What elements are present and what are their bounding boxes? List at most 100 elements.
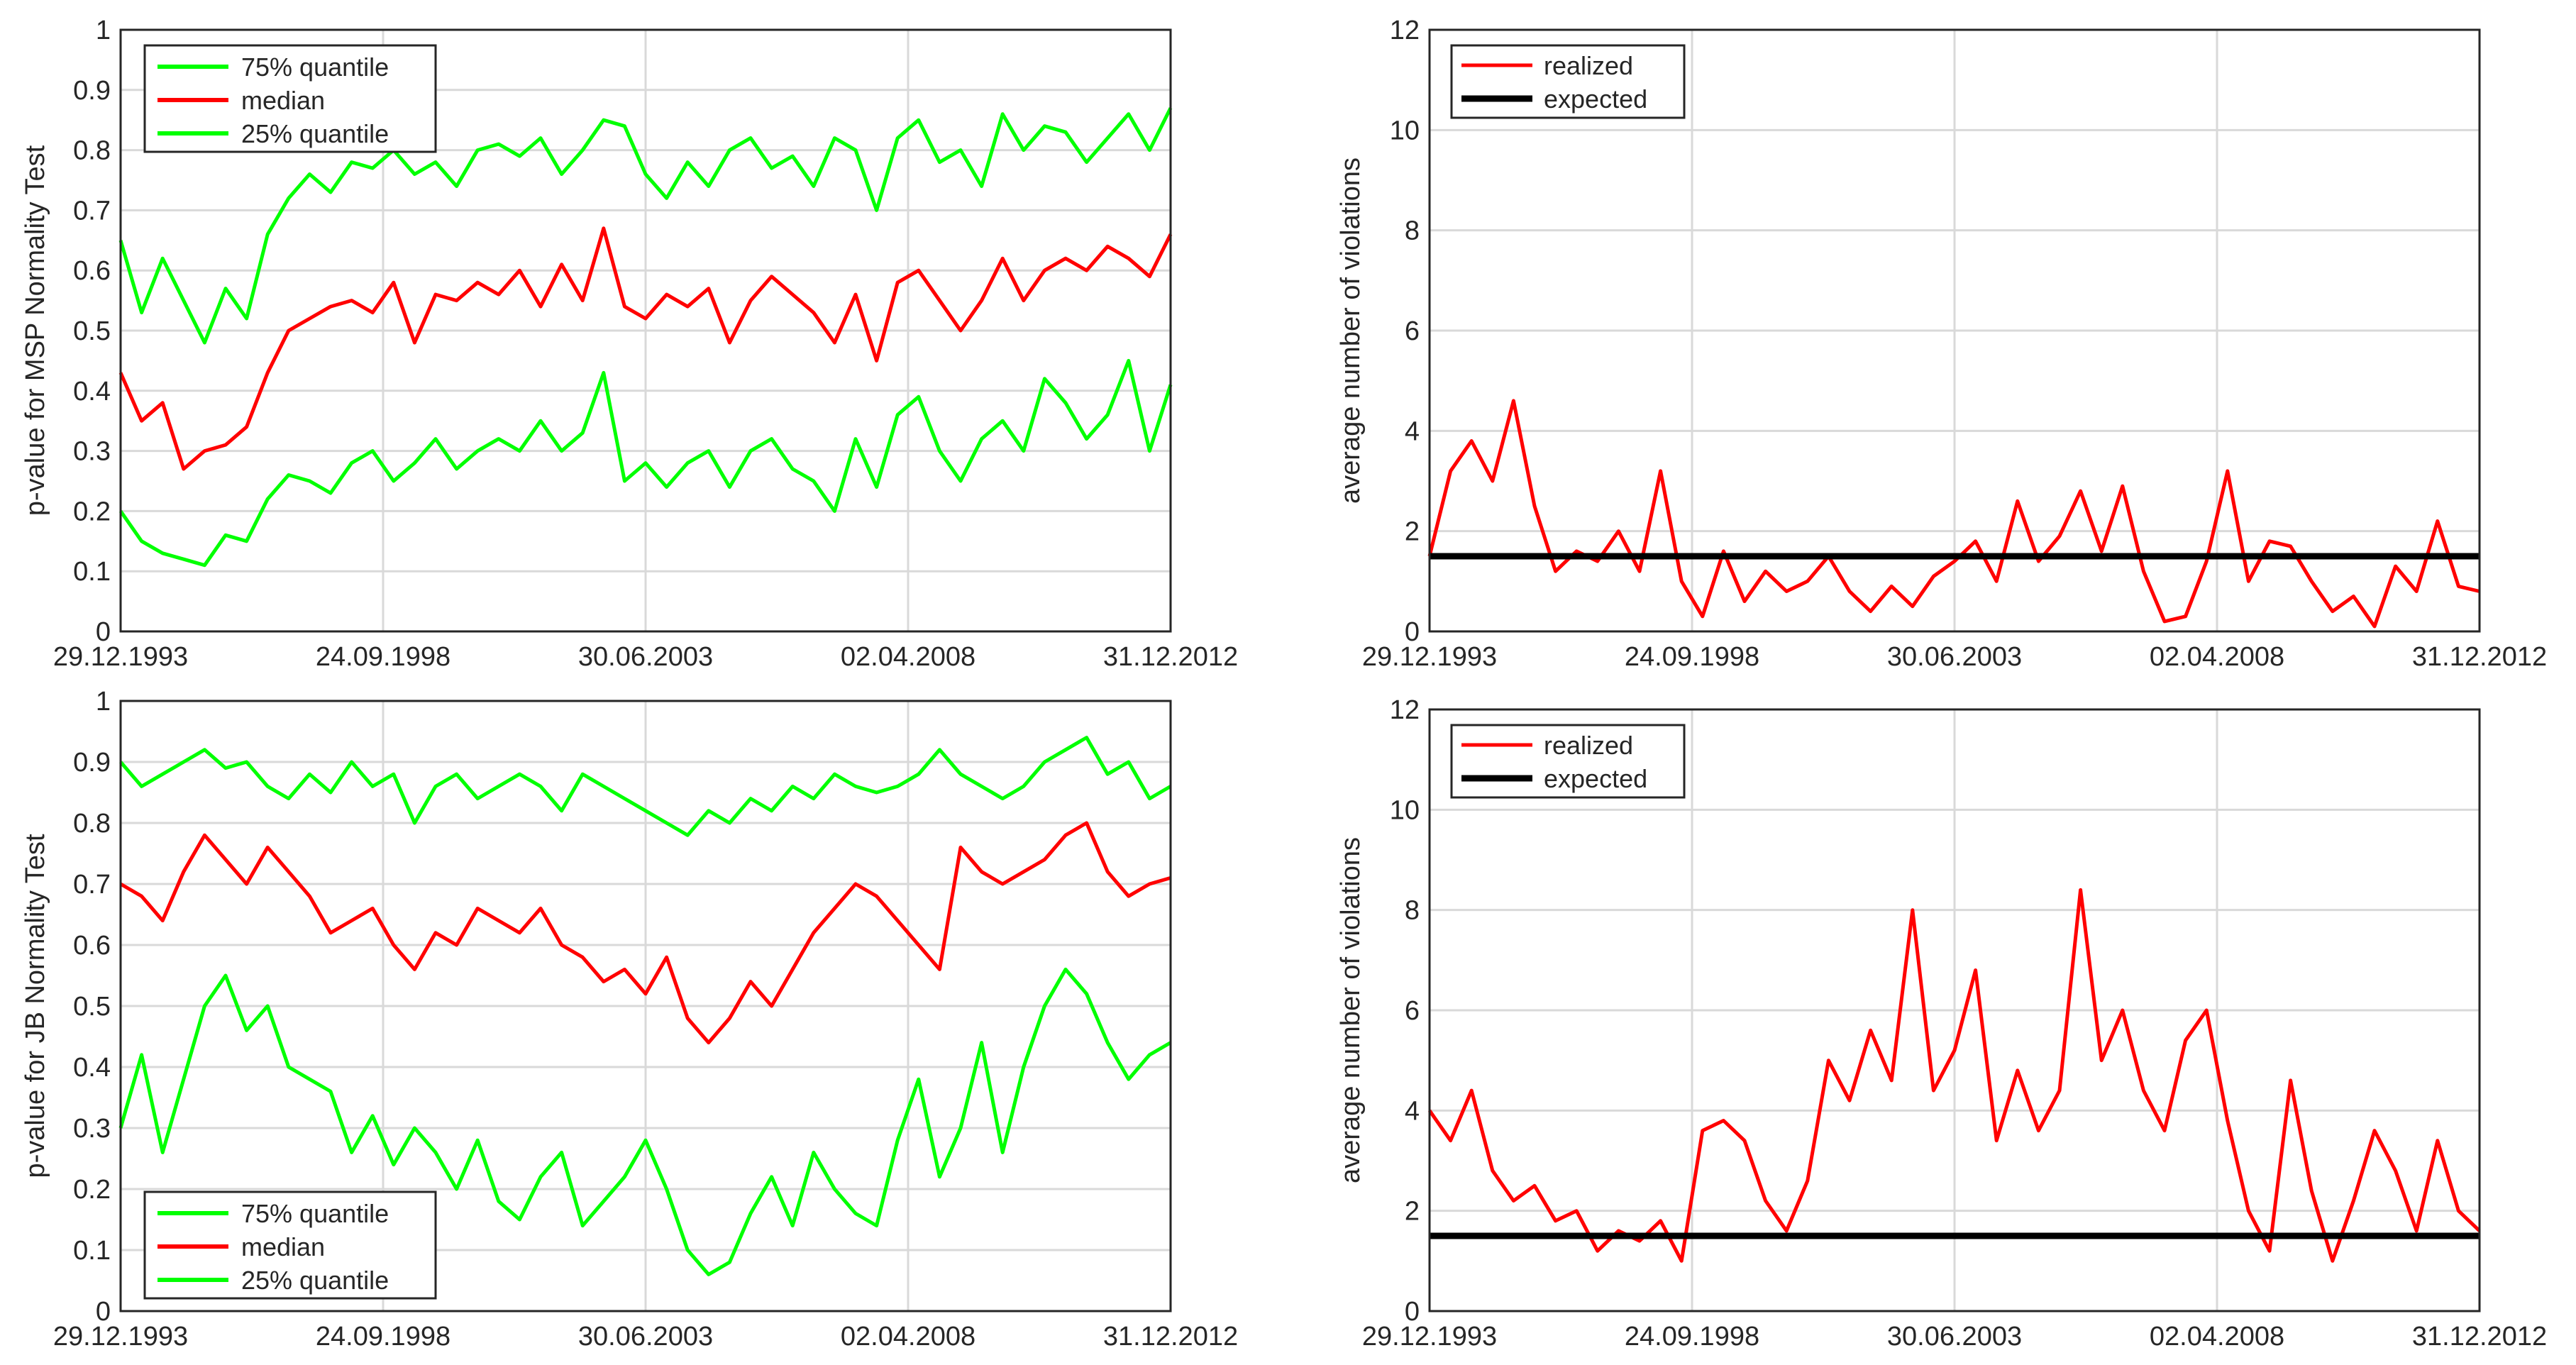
x-tick-label: 31.12.2012 (2412, 1322, 2547, 1352)
legend-label-median: median (241, 1232, 325, 1261)
legend-label-expected: expected (1544, 764, 1647, 793)
y-tick-label: 0 (96, 1297, 111, 1327)
grid-horizontal (1430, 128, 2480, 533)
y-tick-label: 4 (1405, 1096, 1420, 1126)
x-tick-label: 29.12.1993 (53, 1322, 188, 1352)
y-tick-label: 0.4 (73, 1053, 111, 1083)
y-tick-label: 10 (1390, 795, 1420, 825)
y-axis-label: average number of violations (1336, 158, 1366, 504)
series-line-median (119, 821, 1171, 1045)
x-tick-label: 30.06.2003 (578, 1322, 713, 1352)
legend-label-25: 25% quantile (241, 1266, 389, 1295)
series-line-75-quantile (118, 107, 1173, 345)
y-tick-label: 0.8 (73, 809, 111, 839)
y-tick-label: 0.9 (73, 76, 111, 106)
legend: 75% quantile median 25% quantile (143, 44, 437, 153)
y-tick-label: 10 (1390, 116, 1420, 145)
x-tick-label: 29.12.1993 (1362, 1322, 1497, 1352)
y-tick-label: 0 (1405, 1297, 1420, 1327)
x-tick-label: 02.04.2008 (841, 1322, 975, 1352)
y-tick-label: 0 (1405, 617, 1420, 647)
x-tick-label: 02.04.2008 (2150, 1322, 2284, 1352)
y-axis-label: p-value for MSP Normality Test (21, 145, 50, 516)
x-tick-label: 31.12.2012 (2412, 642, 2547, 672)
legend-label-75: 75% quantile (241, 52, 389, 82)
axes-box (1428, 28, 2481, 633)
panel-violations-top: 0 2 4 6 8 10 12 29.12.1993 24.09.1998 30.06.20… (1336, 16, 2547, 672)
y-tick-label: 0.7 (73, 196, 111, 226)
series-layer (118, 736, 1172, 1276)
x-tick-labels: 29.12.1993 24.09.1998 30.06.2003 02.04.2… (1362, 1322, 2547, 1352)
x-tick-labels: 29.12.1993 24.09.1998 30.06.2003 02.04.2… (53, 1322, 1238, 1352)
legend: realized expected (1450, 44, 1686, 119)
y-tick-label: 8 (1405, 896, 1420, 926)
y-tick-label: 12 (1390, 16, 1420, 45)
x-tick-label: 24.09.1998 (1625, 1322, 1759, 1352)
y-tick-label: 0.5 (73, 992, 111, 1022)
y-tick-label: 1 (96, 687, 111, 717)
axes-box (119, 700, 1172, 1312)
y-tick-label: 0.7 (73, 870, 111, 900)
x-tick-label: 30.06.2003 (578, 642, 713, 672)
panel-msp: 0 0.1 0.2 0.3 0.4 0.5 0.6 0.7 0.8 0.9 1 29.12.1993… (21, 16, 1238, 672)
series-layer (1427, 399, 2480, 629)
legend-label-expected: expected (1544, 84, 1647, 114)
axes-box (119, 28, 1172, 633)
y-tick-label: 0.3 (73, 437, 111, 467)
y-tick-label: 2 (1405, 517, 1420, 547)
panel-violations-bottom: 0 2 4 6 8 10 12 29.12.1993 24.09.1998 30.06.20… (1336, 695, 2547, 1352)
legend: realized expected (1450, 724, 1686, 799)
series-layer (118, 107, 1173, 568)
x-tick-label: 24.09.1998 (1625, 642, 1759, 672)
x-tick-label: 02.04.2008 (841, 642, 975, 672)
y-tick-label: 2 (1405, 1197, 1420, 1227)
legend-box (1450, 724, 1686, 799)
legend-label-75: 75% quantile (241, 1199, 389, 1228)
series-layer (1427, 888, 2481, 1263)
series-line-75-quantile (119, 736, 1172, 837)
y-axis-label: average number of violations (1336, 837, 1366, 1183)
grid-horizontal (121, 761, 1171, 1251)
x-tick-label: 24.09.1998 (316, 642, 450, 672)
legend-box (1450, 44, 1686, 119)
x-tick-label: 24.09.1998 (316, 1322, 450, 1352)
x-tick-label: 31.12.2012 (1103, 642, 1238, 672)
x-tick-label: 30.06.2003 (1887, 1322, 2022, 1352)
x-tick-label: 29.12.1993 (53, 642, 188, 672)
series-line-25-quantile (118, 967, 1172, 1276)
y-tick-label: 6 (1405, 996, 1420, 1026)
y-tick-label: 1 (96, 16, 111, 45)
legend-label-25: 25% quantile (241, 119, 389, 148)
y-tick-label: 0.9 (73, 748, 111, 778)
y-axis-label: p-value for JB Normality Test (21, 834, 50, 1178)
y-tick-labels: 0 0.1 0.2 0.3 0.4 0.5 0.6 0.7 0.8 0.9 1 (73, 687, 111, 1327)
x-tick-label: 02.04.2008 (2150, 642, 2284, 672)
y-tick-label: 0.2 (73, 497, 111, 526)
y-tick-label: 0.4 (73, 377, 111, 407)
x-tick-label: 31.12.2012 (1103, 1322, 1238, 1352)
y-tick-label: 6 (1405, 316, 1420, 346)
y-tick-labels: 0 0.1 0.2 0.3 0.4 0.5 0.6 0.7 0.8 0.9 1 (73, 16, 111, 647)
x-tick-labels: 29.12.1993 24.09.1998 30.06.2003 02.04.2… (53, 642, 1238, 672)
y-tick-label: 0.2 (73, 1175, 111, 1205)
grid-horizontal (1430, 808, 2480, 1212)
series-line-25-quantile (118, 358, 1173, 568)
y-tick-label: 8 (1405, 216, 1420, 246)
y-tick-label: 0.3 (73, 1114, 111, 1144)
y-tick-label: 0.1 (73, 557, 111, 587)
y-tick-label: 0.6 (73, 256, 111, 286)
x-tick-label: 30.06.2003 (1887, 642, 2022, 672)
y-tick-label: 4 (1405, 416, 1420, 446)
y-tick-label: 12 (1390, 695, 1420, 725)
series-line-realized (1427, 888, 2481, 1263)
y-tick-labels: 0 2 4 6 8 10 12 (1390, 16, 1420, 647)
y-tick-label: 0.5 (73, 316, 111, 346)
y-tick-label: 0 (96, 617, 111, 647)
panel-jb: 0 0.1 0.2 0.3 0.4 0.5 0.6 0.7 0.8 0.9 1 29.12.1993… (21, 687, 1238, 1352)
legend-label-median: median (241, 86, 325, 115)
x-tick-label: 29.12.1993 (1362, 642, 1497, 672)
axes-box (1428, 708, 2481, 1312)
y-tick-label: 0.6 (73, 931, 111, 961)
y-tick-label: 0.1 (73, 1236, 111, 1266)
